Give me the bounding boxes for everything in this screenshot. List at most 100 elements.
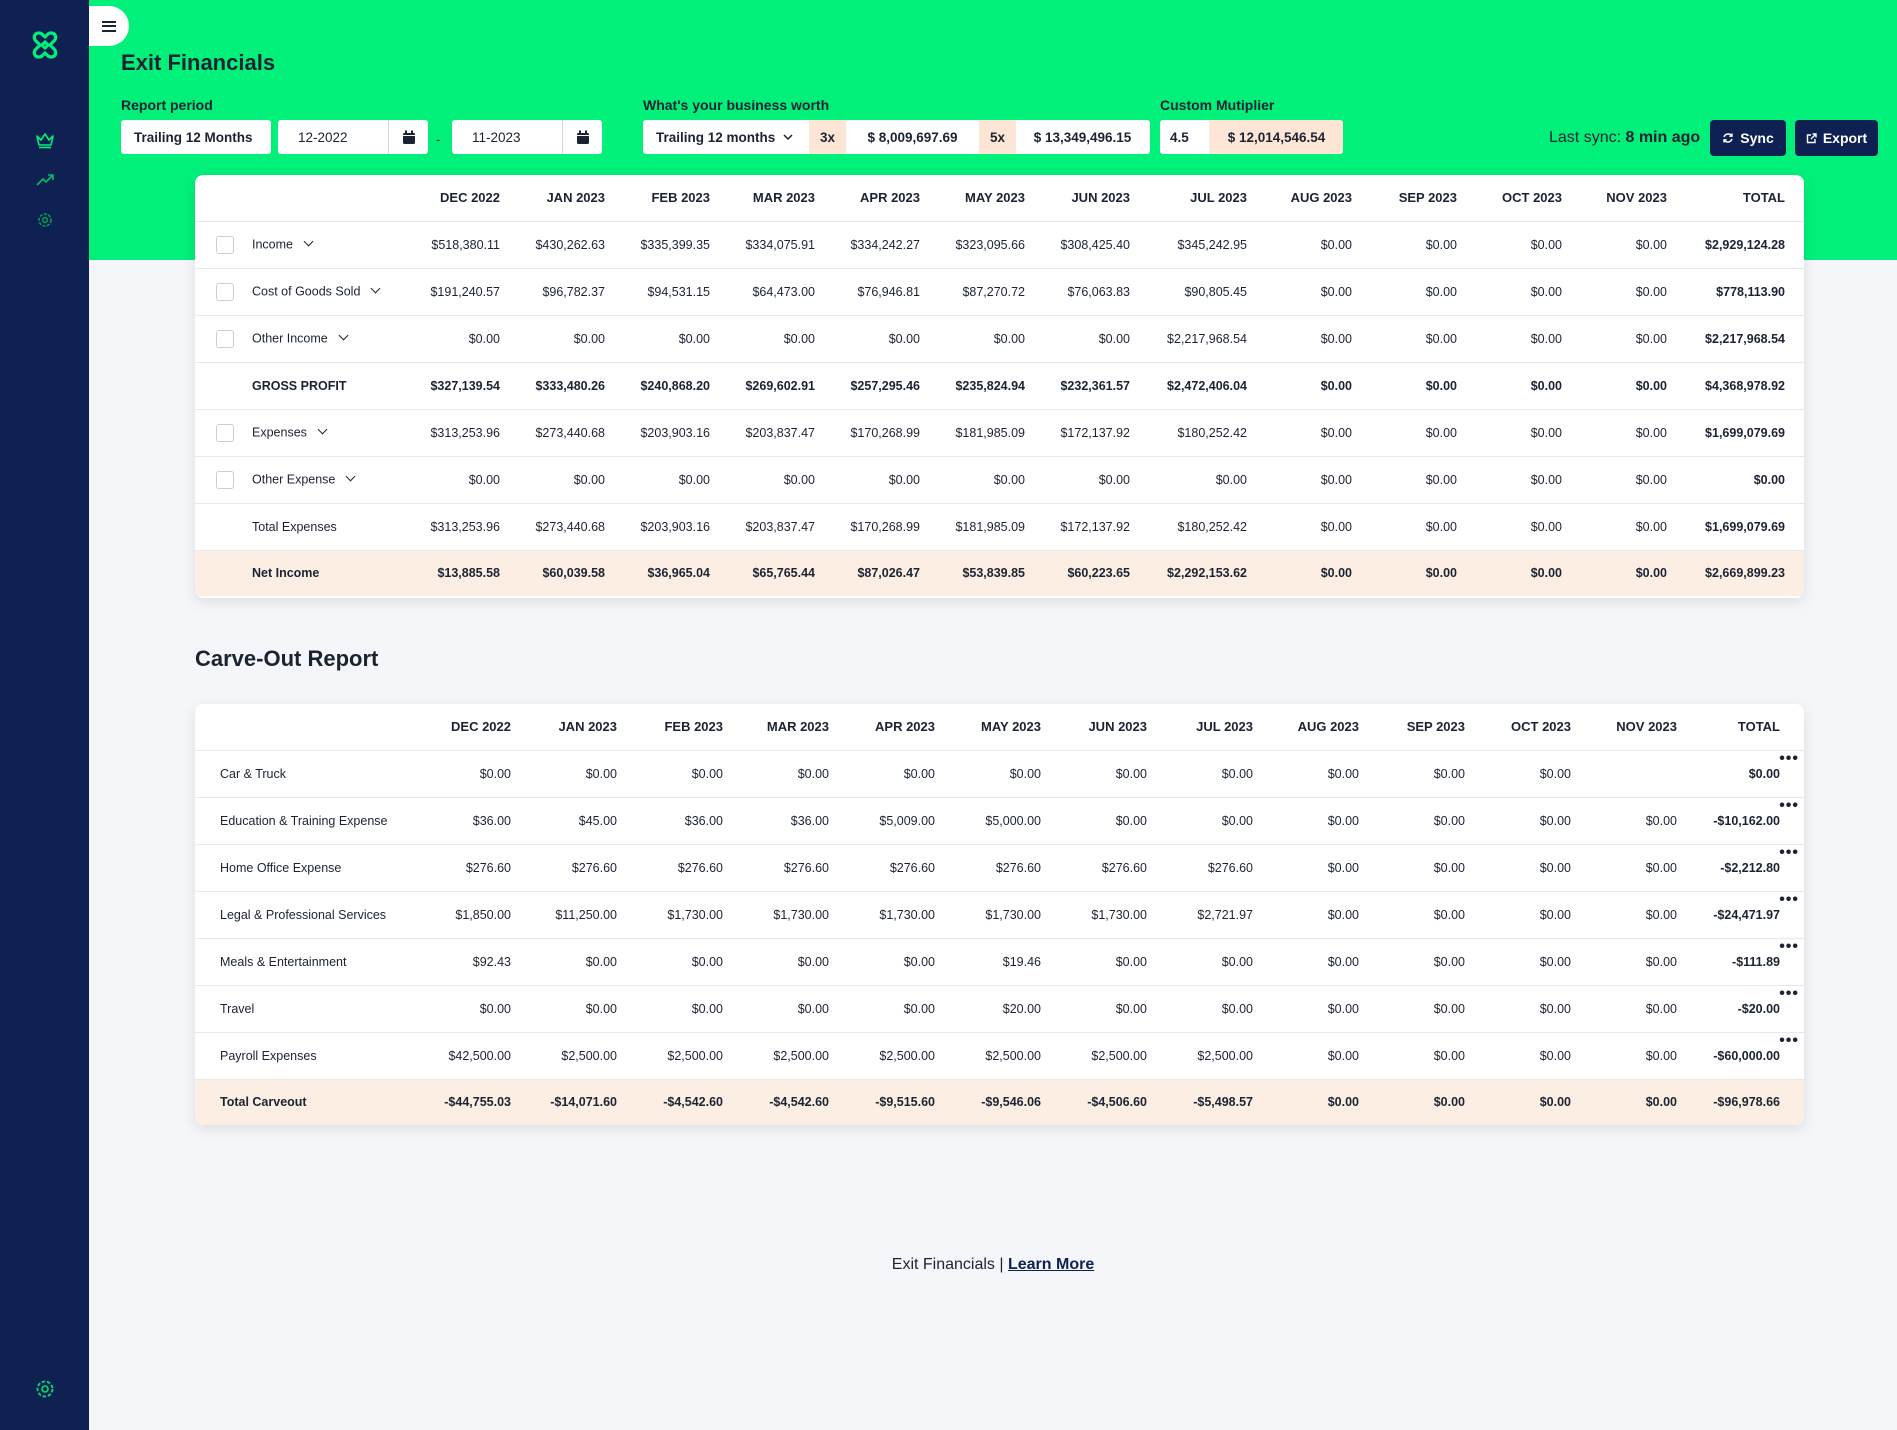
table-cell: -$9,546.06 [935,1079,1041,1125]
gear-icon[interactable] [33,210,57,230]
table-cell: $0.00 [1457,221,1562,269]
chevron-down-icon[interactable] [338,330,349,341]
column-header: NOV 2023 [1562,175,1667,222]
page-title: Exit Financials [121,50,276,75]
brand-logo-icon[interactable] [30,30,60,60]
table-cell: $170,268.99 [815,503,920,551]
menu-toggle-button[interactable] [89,6,129,46]
table-cell: $0.00 [920,456,1025,504]
settings-gear-icon[interactable] [34,1378,56,1400]
row-total-cell: ••• -$2,212.80 [1677,843,1804,892]
table-cell: $0.00 [1253,938,1359,986]
chevron-down-icon[interactable] [370,283,381,294]
row-label: Payroll Expenses [195,1032,405,1080]
row-label: Net Income [252,566,320,581]
column-header: FEB 2023 [605,175,710,222]
more-options-icon[interactable]: ••• [1779,796,1799,814]
table-cell: $276.60 [1147,844,1253,892]
date-from-input[interactable]: 12-2022 [278,120,428,154]
table-cell: $203,837.47 [710,503,815,551]
row-label: Home Office Expense [195,844,405,892]
table-cell: $0.00 [1253,797,1359,845]
more-options-icon[interactable]: ••• [1779,890,1799,908]
more-options-icon[interactable]: ••• [1779,984,1799,1002]
period-select[interactable]: Trailing 12 Months [121,120,271,154]
row-label-cell: Other Expense [195,456,395,504]
table-cell: $0.00 [511,938,617,986]
table-cell: $0.00 [1147,985,1253,1033]
table-cell: $0.00 [829,938,935,986]
row-total-cell: ••• -$20.00 [1677,984,1804,1033]
date-to-input[interactable]: 11-2023 [452,120,602,154]
column-header: MAR 2023 [710,175,815,222]
table-row: Other Income $0.00 $0.00 $0.00 $0.00 $0.00 $0.… [195,315,1804,363]
table-cell: $0.00 [1041,985,1147,1033]
table-cell: $53,839.85 [920,550,1025,596]
table-cell: $76,063.83 [1025,268,1130,316]
table-cell: $2,292,153.62 [1130,550,1247,596]
row-total-cell: ••• -$24,471.97 [1677,890,1804,939]
table-cell: $0.00 [1571,797,1677,845]
learn-more-link[interactable]: Learn More [1007,1256,1095,1273]
table-cell: $240,868.20 [605,362,710,410]
table-cell: $0.00 [405,985,511,1033]
table-cell: $0.00 [1041,797,1147,845]
table-cell: $0.00 [1359,938,1465,986]
calendar-icon[interactable] [388,120,428,154]
more-options-icon[interactable]: ••• [1779,843,1799,861]
row-checkbox[interactable] [216,282,234,301]
calendar-icon[interactable] [562,120,602,154]
worth-period-select[interactable]: Trailing 12 months [643,120,809,154]
custom-multiplier-input[interactable]: 4.5 [1160,120,1210,154]
table-cell: $0.00 [511,750,617,798]
row-label: Expenses [252,424,307,439]
table-cell: $0.00 [1253,985,1359,1033]
chevron-down-icon[interactable] [317,424,328,435]
column-header: OCT 2023 [1465,704,1571,751]
table-cell: $0.00 [1359,797,1465,845]
table-cell: $0.00 [605,315,710,363]
row-label: Other Income [252,330,328,345]
row-checkbox[interactable] [216,423,234,442]
chevron-down-icon[interactable] [303,236,314,247]
row-total-cell: $2,929,124.28 [1667,221,1804,269]
table-cell: -$4,542.60 [723,1079,829,1125]
sync-button[interactable]: Sync [1710,120,1786,156]
table-cell: $0.00 [1130,456,1247,504]
table-cell: $0.00 [1457,409,1562,457]
chevron-down-icon [783,133,793,140]
table-cell: $2,500.00 [1041,1032,1147,1080]
row-total-cell: ••• -$60,000.00 [1677,1031,1804,1080]
table-cell: $1,730.00 [617,891,723,939]
trend-icon[interactable] [33,170,57,190]
table-row: Cost of Goods Sold $191,240.57 $96,782.37 $… [195,268,1804,316]
table-cell: $345,242.95 [1130,221,1247,269]
table-cell: $0.00 [1247,221,1352,269]
table-cell: $276.60 [829,844,935,892]
row-label: Car & Truck [195,750,405,798]
more-options-icon[interactable]: ••• [1779,749,1799,767]
more-options-icon[interactable]: ••• [1779,1031,1799,1049]
export-button[interactable]: Export [1795,120,1878,156]
more-options-icon[interactable]: ••• [1779,937,1799,955]
table-cell: $0.00 [815,315,920,363]
table-cell: $0.00 [1041,750,1147,798]
column-header: JUL 2023 [1130,175,1247,222]
table-cell: $0.00 [1247,362,1352,410]
table-cell: $0.00 [617,938,723,986]
row-checkbox[interactable] [216,470,234,489]
row-total-cell: -$96,978.66 [1677,1079,1804,1125]
table-cell: $276.60 [617,844,723,892]
table-cell: $0.00 [617,750,723,798]
table-cell: $313,253.96 [395,409,500,457]
table-cell: $0.00 [1352,362,1457,410]
row-checkbox[interactable] [216,329,234,348]
table-cell: $0.00 [1457,362,1562,410]
row-label: Income [252,236,293,251]
table-cell: $0.00 [710,456,815,504]
row-checkbox[interactable] [216,235,234,254]
row-label-cell: GROSS PROFIT [195,362,395,410]
chevron-down-icon[interactable] [345,471,356,482]
crown-icon[interactable] [33,130,57,150]
period-value: Trailing 12 Months [134,129,253,145]
